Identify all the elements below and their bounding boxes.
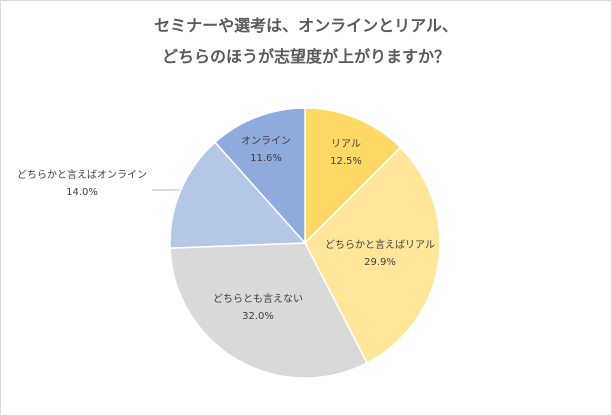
chart-title: セミナーや選考は、オンラインとリアル、 どちらのほうが志望度が上がりますか？ xyxy=(0,10,612,72)
slice-value-label-1: 12.5% xyxy=(330,156,362,167)
slice-label-3: どちらとも言えない xyxy=(213,292,303,305)
pie-slice-2 xyxy=(304,146,441,364)
chart-title-line-2: どちらのほうが志望度が上がりますか？ xyxy=(161,47,450,66)
slice-label-1: リアル xyxy=(331,139,361,150)
slice-value-label-4: 14.0% xyxy=(66,187,98,198)
chart-title-line-1: セミナーや選考は、オンラインとリアル、 xyxy=(154,16,458,35)
slice-label-2: どちらかと言えばリアル xyxy=(325,238,435,251)
slice-value-label-2: 29.9% xyxy=(364,257,396,268)
pie-slice-5 xyxy=(214,107,306,245)
slice-value-label-5: 11.6% xyxy=(250,153,282,164)
pie-slice-1 xyxy=(304,107,402,245)
slice-label-5: オンライン xyxy=(241,135,291,147)
slice-value-label-3: 32.0% xyxy=(242,311,274,322)
slice-label-4: どちらかと言えばオンライン xyxy=(17,168,147,181)
pie-slice-3 xyxy=(169,242,369,379)
pie-slice-4 xyxy=(169,141,307,249)
